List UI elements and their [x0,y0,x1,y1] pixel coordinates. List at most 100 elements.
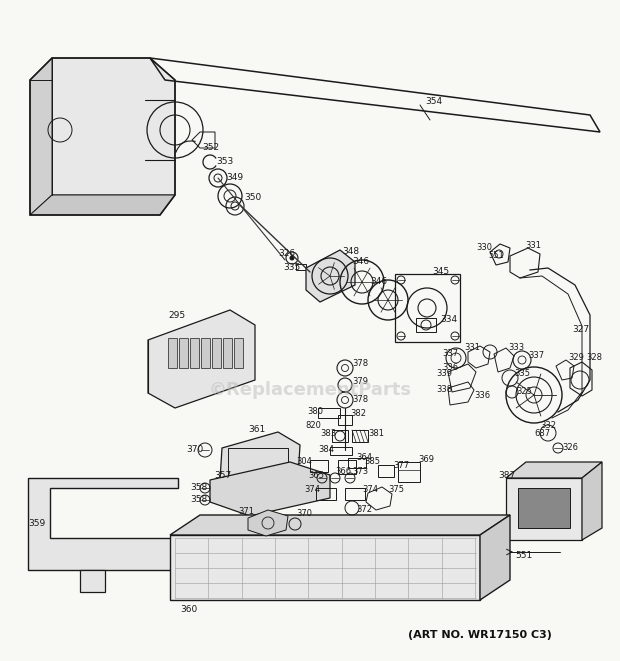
Polygon shape [28,478,190,570]
Text: 329: 329 [568,352,584,362]
Polygon shape [30,195,175,215]
Text: 335: 335 [514,369,530,379]
Polygon shape [506,478,582,540]
Text: 375: 375 [388,485,404,494]
Text: 337: 337 [528,352,544,360]
Text: 687: 687 [534,428,550,438]
Text: 378: 378 [352,358,368,368]
Text: 325: 325 [516,387,532,397]
Polygon shape [582,462,602,540]
Text: 295: 295 [168,311,185,319]
Bar [338,415,352,425]
Polygon shape [210,462,330,516]
Circle shape [290,256,294,260]
Text: 379: 379 [352,377,368,387]
Bar [398,462,420,482]
Bar [310,460,328,472]
Text: 364: 364 [356,453,372,463]
Bar [352,430,368,442]
Bar [378,465,394,477]
Polygon shape [220,432,300,494]
Text: 327: 327 [572,325,589,334]
Text: 326: 326 [278,249,295,258]
Text: 354: 354 [425,98,442,106]
Text: 336: 336 [474,391,490,399]
Text: ©ReplacementParts: ©ReplacementParts [208,381,412,399]
Polygon shape [506,462,602,478]
Text: 349: 349 [226,173,243,182]
Text: 378: 378 [352,395,368,405]
Text: 381: 381 [368,428,384,438]
Bar [395,274,460,342]
Polygon shape [30,58,52,215]
Text: 358: 358 [190,496,207,504]
Text: 352: 352 [202,143,219,153]
Text: 382: 382 [350,410,366,418]
Text: 551: 551 [488,251,503,260]
Text: 366: 366 [335,467,351,477]
Text: 335: 335 [283,264,300,272]
Text: 345: 345 [432,268,449,276]
Bar [316,488,336,500]
Polygon shape [480,515,510,600]
Text: 370: 370 [186,446,203,455]
Text: 339: 339 [436,368,452,377]
Bar [190,338,199,368]
Bar [348,458,366,468]
Text: 380: 380 [307,407,323,416]
Text: 328: 328 [586,354,602,362]
Bar [518,488,570,528]
Bar [332,430,348,442]
Text: 551: 551 [515,551,532,561]
Text: 332: 332 [540,420,556,430]
Text: 369: 369 [418,455,434,465]
Text: 337: 337 [442,348,458,358]
Text: 326: 326 [562,444,578,453]
Text: 377: 377 [393,461,409,471]
Text: 334: 334 [440,315,457,325]
Bar [212,338,221,368]
Text: 387: 387 [498,471,515,481]
Text: 365: 365 [308,471,324,481]
Text: 330: 330 [476,243,492,251]
Text: (ART NO. WR17150 C3): (ART NO. WR17150 C3) [408,630,552,640]
Text: 371: 371 [238,508,254,516]
Bar [330,447,352,455]
Bar [318,408,340,418]
Text: 360: 360 [180,605,197,615]
Text: 304: 304 [296,457,312,465]
Text: 346: 346 [370,278,387,286]
Text: 374: 374 [304,485,320,494]
Text: 350: 350 [244,194,261,202]
Text: 353: 353 [216,157,233,167]
Text: 373: 373 [352,467,368,477]
Bar [223,338,232,368]
Polygon shape [52,58,175,195]
Text: 333: 333 [508,342,524,352]
Bar [345,488,365,500]
Bar [296,264,306,270]
Polygon shape [306,250,355,302]
Text: 370: 370 [296,510,312,518]
Text: 383: 383 [320,428,336,438]
Bar [179,338,188,368]
Text: 359: 359 [28,520,45,529]
Bar [338,460,356,474]
Text: 331: 331 [525,241,541,251]
Text: 357: 357 [214,471,231,481]
Bar [416,318,436,332]
Polygon shape [170,515,510,535]
Text: 358: 358 [190,483,207,492]
Polygon shape [248,510,288,536]
Bar [168,338,177,368]
Text: 346: 346 [352,258,369,266]
Text: 384: 384 [318,446,334,455]
Bar [201,338,210,368]
Text: 348: 348 [342,247,359,256]
Text: 338: 338 [436,385,452,395]
Bar [228,448,288,476]
Text: 820: 820 [305,420,321,430]
Text: 361: 361 [248,426,265,434]
Text: 374: 374 [362,485,378,494]
Polygon shape [148,310,255,408]
